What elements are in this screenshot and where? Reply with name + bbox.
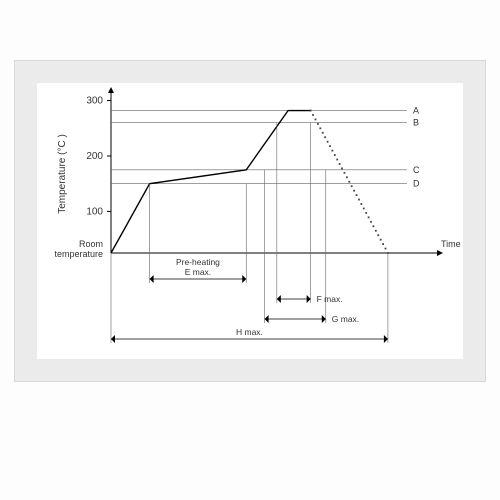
- chart-area: 100 200 300 Temperature (°C ) Roomtemperatur…: [37, 83, 463, 359]
- profile-solid: [111, 111, 311, 253]
- undefined: [365, 212, 367, 214]
- undefined: [353, 190, 355, 192]
- x-axis-label: Time (s): [441, 239, 463, 249]
- ytick-200: 200: [86, 151, 103, 162]
- undefined: [363, 208, 365, 210]
- span-label-E: E max.: [185, 267, 211, 277]
- undefined: [375, 230, 377, 232]
- undefined: [315, 119, 317, 121]
- undefined: [317, 123, 319, 125]
- undefined: [356, 194, 358, 196]
- span-label-E: Pre-heating: [176, 257, 220, 267]
- y-axis-label: Temperature (°C ): [57, 134, 68, 214]
- ref-label-A: A: [413, 106, 419, 116]
- undefined: [380, 239, 382, 241]
- profile-dotted: [310, 110, 312, 112]
- span-label-G: G max.: [332, 314, 359, 324]
- undefined: [339, 163, 341, 165]
- undefined: [324, 136, 326, 138]
- y-axis-arrow: [108, 87, 114, 93]
- undefined: [346, 176, 348, 178]
- ytick-300: 300: [86, 96, 103, 107]
- undefined: [336, 159, 338, 161]
- svg-text:temperature: temperature: [54, 249, 103, 259]
- undefined: [312, 114, 314, 116]
- ref-label-D: D: [413, 179, 420, 189]
- undefined: [334, 154, 336, 156]
- undefined: [319, 127, 321, 129]
- ytick-100: 100: [86, 206, 103, 217]
- ref-label-B: B: [413, 118, 419, 128]
- span-label-F: F max.: [317, 294, 343, 304]
- reflow-profile-chart: 100 200 300 Temperature (°C ) Roomtemperatur…: [37, 83, 463, 359]
- span-label-H: H max.: [236, 327, 263, 337]
- undefined: [329, 145, 331, 147]
- room-temp-label: Room: [79, 239, 103, 249]
- undefined: [322, 132, 324, 134]
- undefined: [377, 234, 379, 236]
- undefined: [344, 172, 346, 174]
- ref-label-C: C: [413, 165, 420, 175]
- undefined: [368, 216, 370, 218]
- undefined: [373, 225, 375, 227]
- undefined: [360, 203, 362, 205]
- undefined: [331, 150, 333, 152]
- chart-frame: 100 200 300 Temperature (°C ) Roomtemperatur…: [14, 60, 486, 382]
- undefined: [351, 185, 353, 187]
- undefined: [385, 248, 387, 250]
- undefined: [327, 141, 329, 143]
- undefined: [348, 181, 350, 183]
- undefined: [358, 199, 360, 201]
- undefined: [370, 221, 372, 223]
- undefined: [341, 168, 343, 170]
- x-axis-arrow: [437, 250, 443, 256]
- undefined: [382, 243, 384, 245]
